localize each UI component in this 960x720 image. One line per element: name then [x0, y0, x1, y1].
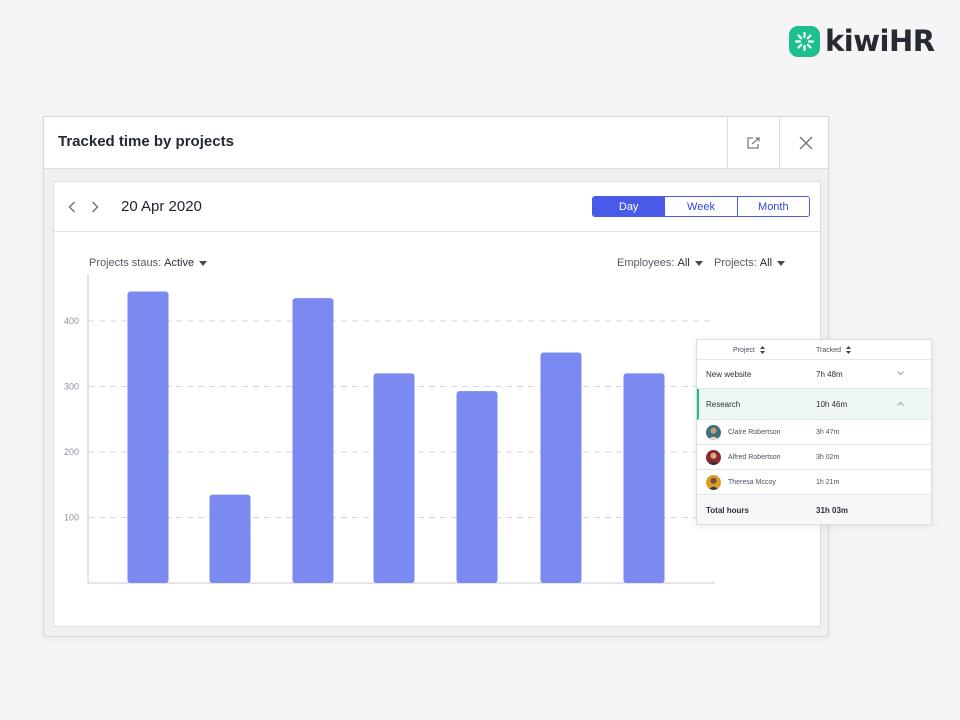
project-status-value: Active: [164, 257, 195, 269]
total-label: Total hours: [706, 506, 749, 515]
employees-filter-value: All: [677, 257, 690, 269]
projects-filter[interactable]: Projects: All: [714, 257, 786, 269]
table-header: Project Tracked: [697, 340, 931, 360]
tab-day[interactable]: Day: [593, 197, 665, 216]
total-value: 31h 03m: [816, 506, 849, 515]
kiwi-logo-icon: [789, 25, 820, 57]
bar: [623, 373, 665, 583]
bar: [373, 373, 415, 583]
tracked-column-header[interactable]: Tracked: [816, 346, 851, 354]
member-row: Theresa Mccoy 1h 21m: [697, 470, 931, 495]
tracked-time-chart: 100 200 300 400: [64, 274, 715, 584]
chevron-down-icon[interactable]: [897, 371, 904, 376]
projects-filter-label: Projects:: [714, 257, 757, 269]
tracked-header-label: Tracked: [816, 346, 842, 354]
export-icon: [746, 136, 760, 149]
caret-down-icon: [777, 260, 786, 266]
bar: [127, 291, 169, 583]
tab-week[interactable]: Week: [664, 197, 737, 216]
member-tracked: 3h 47m: [816, 429, 840, 436]
chevron-up-icon[interactable]: [897, 401, 904, 406]
bar: [209, 494, 251, 583]
project-column-header[interactable]: Project: [733, 346, 765, 354]
y-tick-label: 400: [64, 316, 79, 326]
report-toolbar: 20 Apr 2020 Day Week Month: [54, 182, 820, 232]
report-panel: 20 Apr 2020 Day Week Month Projects stau…: [53, 181, 821, 627]
tracked-time-window: Tracked time by projects 20 Apr 2020 Day: [43, 116, 829, 637]
table-row-expanded[interactable]: Research 10h 46m: [697, 389, 931, 420]
bar: [540, 352, 582, 583]
avatar: [706, 425, 721, 440]
project-header-label: Project: [733, 346, 755, 354]
projects-filter-value: All: [759, 257, 773, 269]
y-tick-label: 200: [64, 447, 79, 457]
member-tracked: 3h 02m: [816, 454, 840, 461]
project-tracked: 10h 46m: [816, 400, 848, 409]
close-icon: [799, 136, 812, 149]
project-status-filter[interactable]: Projects staus: Active: [89, 257, 208, 269]
project-breakdown-table: Project Tracked New website 7h 48m Resea…: [696, 339, 932, 525]
member-row: Claire Robertson 3h 47m: [697, 420, 931, 445]
close-button[interactable]: [779, 117, 831, 168]
project-status-label: Projects staus:: [89, 257, 162, 269]
previous-date-button[interactable]: [64, 198, 80, 216]
kiwihr-logo: kiwiHR: [789, 24, 935, 58]
window-title: Tracked time by projects: [58, 133, 234, 150]
avatar: [706, 450, 721, 465]
member-row: Alfred Robertson 3h 02m: [697, 445, 931, 470]
sort-icon: [845, 346, 851, 354]
table-row[interactable]: New website 7h 48m: [697, 360, 931, 389]
y-tick-label: 300: [64, 382, 79, 392]
brand-name: kiwiHR: [825, 24, 935, 58]
member-name: Alfred Robertson: [728, 454, 781, 461]
next-date-button[interactable]: [87, 198, 103, 216]
project-name: New website: [706, 370, 752, 379]
avatar: [706, 475, 721, 490]
bar: [456, 391, 498, 583]
chevron-left-icon: [68, 201, 75, 213]
employees-filter[interactable]: Employees: All: [617, 257, 703, 269]
window-header: Tracked time by projects: [44, 117, 828, 169]
caret-down-icon: [199, 260, 208, 266]
member-tracked: 1h 21m: [816, 479, 840, 486]
sort-icon: [759, 346, 765, 354]
current-date: 20 Apr 2020: [121, 198, 202, 215]
tab-month[interactable]: Month: [736, 197, 809, 216]
y-tick-label: 100: [64, 513, 79, 523]
member-name: Theresa Mccoy: [728, 479, 776, 486]
bar: [292, 298, 334, 583]
member-name: Claire Robertson: [728, 429, 781, 436]
project-name: Research: [706, 400, 741, 409]
caret-down-icon: [694, 260, 703, 266]
export-button[interactable]: [727, 117, 779, 168]
project-tracked: 7h 48m: [816, 370, 843, 379]
chevron-right-icon: [92, 201, 99, 213]
period-toggle: Day Week Month: [592, 196, 810, 217]
total-row: Total hours 31h 03m: [697, 495, 931, 524]
employees-filter-label: Employees:: [617, 257, 675, 269]
